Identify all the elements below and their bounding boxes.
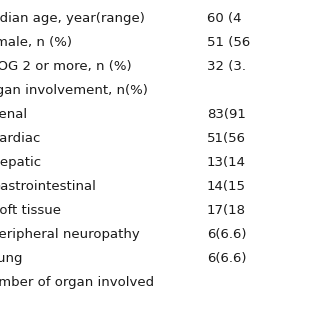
Text: 17(18: 17(18 [207, 204, 246, 217]
Text: 32 (3.: 32 (3. [207, 60, 246, 73]
Text: Renal: Renal [0, 108, 28, 121]
Text: Peripheral neuropathy: Peripheral neuropathy [0, 228, 140, 241]
Text: Soft tissue: Soft tissue [0, 204, 61, 217]
Text: Cardiac: Cardiac [0, 132, 41, 145]
Text: 6(6.6): 6(6.6) [207, 228, 246, 241]
Text: 51(56: 51(56 [207, 132, 246, 145]
Text: 51 (56: 51 (56 [207, 36, 250, 49]
Text: 83(91: 83(91 [207, 108, 245, 121]
Text: Number of organ involved: Number of organ involved [0, 276, 154, 289]
Text: 6(6.6): 6(6.6) [207, 252, 246, 265]
Text: Gastrointestinal: Gastrointestinal [0, 180, 97, 193]
Text: 14(15: 14(15 [207, 180, 246, 193]
Text: 60 (4: 60 (4 [207, 12, 241, 25]
Text: ECOG 2 or more, n (%): ECOG 2 or more, n (%) [0, 60, 132, 73]
Text: Median age, year(range): Median age, year(range) [0, 12, 145, 25]
Text: Hepatic: Hepatic [0, 156, 42, 169]
Text: Female, n (%): Female, n (%) [0, 36, 72, 49]
Text: 13(14: 13(14 [207, 156, 246, 169]
Text: Organ involvement, n(%): Organ involvement, n(%) [0, 84, 148, 97]
Text: Lung: Lung [0, 252, 23, 265]
